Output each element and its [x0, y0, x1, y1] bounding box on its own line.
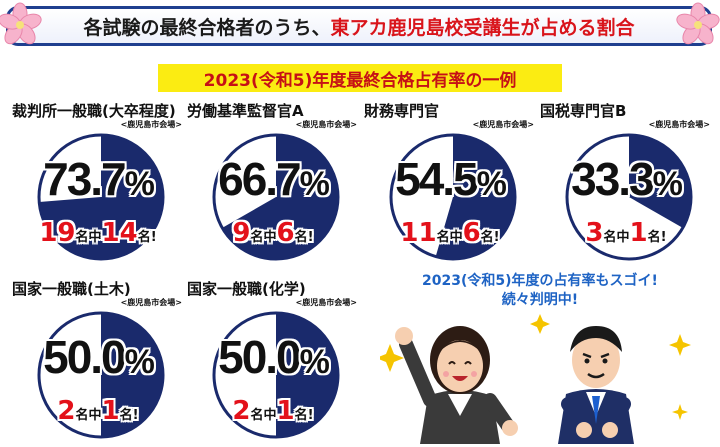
- percent-unit: %: [124, 165, 155, 203]
- sakura-icon: [0, 2, 42, 45]
- share-pie-chart: [37, 133, 165, 261]
- share-pie-chart: [565, 133, 693, 261]
- percent-unit: %: [299, 165, 330, 203]
- result-card: 財務専門官 <鹿児島市会場> 54.5% 11名中6名!: [360, 100, 540, 261]
- pie-share-slice: [222, 135, 338, 259]
- sakura-icon: [676, 2, 720, 45]
- count-mid-text: 名中: [250, 408, 277, 423]
- subtitle-band: 2023(令和5)年度最終合格占有率の一例: [158, 64, 562, 92]
- passer-count: 6: [276, 218, 295, 248]
- header-title-part1: 各試験の最終合格者のうち、: [83, 16, 331, 39]
- venue-label: <鹿児島市会場>: [472, 120, 534, 129]
- count-mid-text: 名中: [250, 230, 277, 245]
- count-label: 3名中1名!: [536, 218, 716, 248]
- count-mid-text: 名中: [75, 408, 102, 423]
- percent-value: 50.0: [43, 331, 127, 383]
- result-card: 国家一般職(土木) <鹿児島市会場> 50.0% 2名中1名!: [8, 278, 188, 439]
- share-pie-chart: [212, 133, 340, 261]
- count-label: 9名中6名!: [183, 218, 363, 248]
- passer-count: 1: [101, 396, 120, 426]
- result-card: 労働基準監督官A <鹿児島市会場> 66.7% 9名中6名!: [183, 100, 363, 261]
- percent-value: 54.5: [395, 153, 479, 205]
- count-end-text: 名!: [119, 408, 139, 423]
- venue-label: <鹿児島市会場>: [648, 120, 710, 129]
- cheer-line2: 続々判明中!: [501, 292, 579, 308]
- venue-label: <鹿児島市会場>: [295, 120, 357, 129]
- percent-label: 66.7%: [183, 152, 363, 206]
- result-card: 裁判所一般職(大卒程度) <鹿児島市会場> 73.7% 19名中14名!: [8, 100, 188, 261]
- result-card: 国家一般職(化学) <鹿児島市会場> 50.0% 2名中1名!: [183, 278, 363, 439]
- total-count: 2: [57, 396, 76, 426]
- sparkle-icon: [380, 314, 691, 420]
- exam-name: 国家一般職(化学): [187, 280, 306, 298]
- count-mid-text: 名中: [75, 230, 102, 245]
- exam-name: 国税専門官B: [540, 102, 627, 120]
- passer-count: 1: [276, 396, 295, 426]
- passer-count: 14: [101, 218, 138, 248]
- percent-value: 66.7: [218, 153, 302, 205]
- percent-label: 33.3%: [536, 152, 716, 206]
- share-pie-chart: [389, 133, 517, 261]
- exam-name: 財務専門官: [364, 102, 440, 120]
- cheer-line1: 2023(令和5)年度の占有率もスゴイ!: [422, 273, 658, 289]
- pie-share-slice: [276, 313, 338, 437]
- count-label: 2名中1名!: [183, 396, 363, 426]
- percent-label: 54.5%: [360, 152, 540, 206]
- percent-value: 33.3: [571, 153, 655, 205]
- count-mid-text: 名中: [603, 230, 630, 245]
- pie-share-slice: [101, 313, 163, 437]
- count-end-text: 名!: [137, 230, 157, 245]
- pie-share-slice: [39, 135, 164, 259]
- passer-count: 1: [629, 218, 648, 248]
- percent-label: 73.7%: [8, 152, 188, 206]
- total-count: 9: [232, 218, 251, 248]
- passer-count: 6: [462, 218, 481, 248]
- count-end-text: 名!: [294, 408, 314, 423]
- header-banner: 各試験の最終合格者のうち、 東アカ鹿児島校受講生が占める割合: [6, 6, 712, 46]
- total-count: 19: [39, 218, 76, 248]
- exam-name: 国家一般職(土木): [12, 280, 131, 298]
- header-title-part2: 東アカ鹿児島校受講生が占める割合: [330, 16, 635, 39]
- count-label: 11名中6名!: [360, 218, 540, 248]
- percent-label: 50.0%: [8, 330, 188, 384]
- result-card: 国税専門官B <鹿児島市会場> 33.3% 3名中1名!: [536, 100, 716, 261]
- share-pie-chart: [212, 311, 340, 439]
- exam-name: 裁判所一般職(大卒程度): [12, 102, 176, 120]
- cheering-woman-illustration: [395, 326, 518, 444]
- venue-label: <鹿児島市会場>: [120, 120, 182, 129]
- percent-value: 50.0: [218, 331, 302, 383]
- cheering-people-illustration: [380, 314, 691, 444]
- pie-share-slice: [629, 135, 692, 228]
- venue-label: <鹿児島市会場>: [295, 298, 357, 307]
- count-end-text: 名!: [647, 230, 667, 245]
- count-label: 19名中14名!: [8, 218, 188, 248]
- count-label: 2名中1名!: [8, 396, 188, 426]
- venue-label: <鹿児島市会場>: [120, 298, 182, 307]
- percent-label: 50.0%: [183, 330, 363, 384]
- count-mid-text: 名中: [436, 230, 463, 245]
- percent-unit: %: [124, 343, 155, 381]
- pie-share-slice: [435, 135, 515, 259]
- total-count: 2: [232, 396, 251, 426]
- percent-unit: %: [476, 165, 507, 203]
- percent-unit: %: [299, 343, 330, 381]
- count-end-text: 名!: [294, 230, 314, 245]
- percent-value: 73.7: [43, 153, 127, 205]
- cheering-man-illustration: [558, 326, 634, 444]
- share-pie-chart: [37, 311, 165, 439]
- exam-name: 労働基準監督官A: [187, 102, 304, 120]
- total-count: 3: [585, 218, 604, 248]
- count-end-text: 名!: [480, 230, 500, 245]
- cheer-message: 2023(令和5)年度の占有率もスゴイ! 続々判明中!: [375, 272, 705, 310]
- percent-unit: %: [652, 165, 683, 203]
- total-count: 11: [400, 218, 437, 248]
